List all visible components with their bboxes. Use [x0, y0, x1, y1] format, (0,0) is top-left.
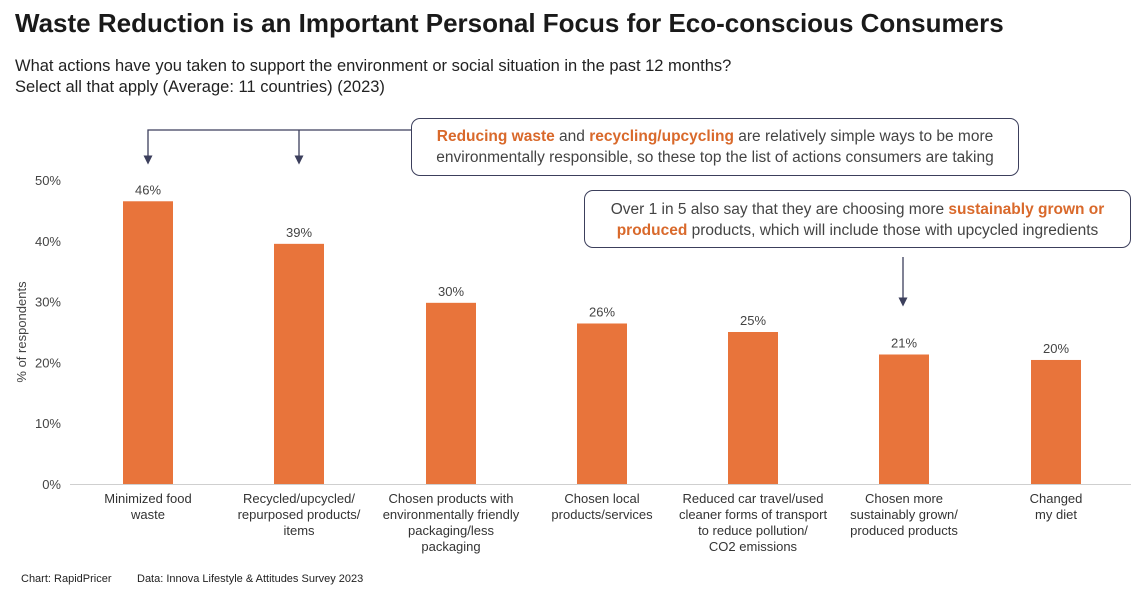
- callout2-highlight-produced: produced: [616, 222, 688, 239]
- x-tick-label-line: Minimized food: [104, 491, 192, 506]
- x-tick-label-line: Chosen local: [564, 491, 640, 506]
- callout-sustainably-grown: Over 1 in 5 also say that they are choos…: [584, 190, 1131, 248]
- data-label: 26%: [589, 304, 615, 319]
- data-label: 30%: [438, 284, 464, 299]
- x-tick-label-line: to reduce pollution/: [698, 523, 808, 538]
- x-tick-label-line: my diet: [1035, 507, 1077, 522]
- x-tick-label: Chosen products with environmentally frie…: [371, 491, 531, 555]
- x-tick-label: Reduced car travel/used cleaner forms of …: [673, 491, 833, 555]
- x-tick-label-line: waste: [131, 507, 165, 522]
- callout2-highlight-sustainably: sustainably grown or: [948, 201, 1105, 218]
- x-tick-label-line: Changed: [1029, 491, 1083, 506]
- y-tick-label: 10%: [35, 416, 61, 431]
- data-label: 39%: [286, 225, 312, 240]
- callout2-line1: Over 1 in 5 also say that they are choos…: [585, 199, 1130, 220]
- y-tick-label: 20%: [35, 355, 61, 370]
- x-tick-label: Minimized food waste: [68, 491, 228, 523]
- y-axis-title: % of respondents: [14, 281, 29, 383]
- x-tick-label-line: CO2 emissions: [708, 539, 798, 554]
- callout-waste-recycling: Reducing waste and recycling/upcycling a…: [411, 118, 1019, 176]
- x-tick-label: Recycled/upcycled/repurposed products/it…: [219, 491, 379, 539]
- bar: [274, 243, 324, 484]
- data-label: 20%: [1043, 341, 1069, 356]
- x-tick-label-line: Reduced car travel/used: [682, 491, 824, 506]
- x-tick-label-line: Chosen more: [864, 491, 944, 506]
- callout1-text-and: and: [554, 128, 590, 145]
- y-tick-label: 30%: [35, 295, 61, 310]
- data-source: Data: Innova Lifestyle & Attitudes Surve…: [137, 573, 364, 585]
- data-label: 21%: [891, 335, 917, 350]
- x-tick-label-line: Recycled/upcycled/: [243, 491, 355, 506]
- x-tick-label-line: products/services: [551, 507, 653, 522]
- callout1-line1: Reducing waste and recycling/upcycling a…: [412, 126, 1018, 147]
- bar: [426, 302, 476, 484]
- x-tick-label-line: repurposed products/: [237, 507, 361, 522]
- x-tick-label-line: produced products: [850, 523, 958, 538]
- subtitle-note: Select all that apply (Average: 11 count…: [15, 78, 385, 96]
- callout1-text-simple: are relatively simple ways to be more: [733, 128, 994, 145]
- x-tick-label-line: packaging/less: [408, 523, 494, 538]
- bar: [728, 332, 778, 484]
- y-tick-label: 40%: [35, 234, 61, 249]
- x-tick-label-line: cleaner forms of transport: [678, 507, 828, 522]
- x-tick-label: Chosen local products/services: [522, 491, 682, 523]
- x-tick-label-line: sustainably grown/: [850, 507, 958, 522]
- data-label: 46%: [135, 182, 161, 197]
- callout1-highlight-reducing-waste: Reducing waste: [436, 128, 555, 145]
- bar: [577, 323, 627, 484]
- y-tick-label: 50%: [35, 173, 61, 188]
- callout1-line2: environmentally responsible, so these to…: [436, 149, 994, 166]
- bar: [879, 354, 929, 484]
- x-tick-label-line: packaging: [421, 539, 481, 554]
- callout1-highlight-recycling: recycling/upcycling: [589, 128, 734, 145]
- x-tick-label-line: items: [283, 523, 315, 538]
- chart-title: Waste Reduction is an Important Personal…: [15, 8, 1004, 38]
- callout2-text-products: products, which will include those with …: [687, 222, 1099, 239]
- callout2-line2: produced products, which will include th…: [585, 220, 1130, 241]
- chart-subtitle: What actions have you taken to support t…: [15, 56, 731, 98]
- callout1-connector-arrow: [143, 129, 411, 165]
- callout2-text-over: Over 1 in 5 also say that they are choos…: [610, 201, 949, 218]
- x-tick-label-line: environmentally friendly: [382, 507, 520, 522]
- x-tick-label: Changed my diet: [976, 491, 1136, 523]
- bar: [1031, 359, 1081, 484]
- x-tick-label-line: Chosen products with: [388, 491, 514, 506]
- x-tick-label: Chosen more sustainably grown/produced pr…: [824, 491, 984, 539]
- subtitle-question: What actions have you taken to support t…: [15, 57, 732, 75]
- y-tick-label: 0%: [42, 477, 61, 492]
- data-label: 25%: [740, 313, 766, 328]
- bar: [123, 201, 173, 484]
- chart-credit: Chart: RapidPricer: [21, 573, 112, 585]
